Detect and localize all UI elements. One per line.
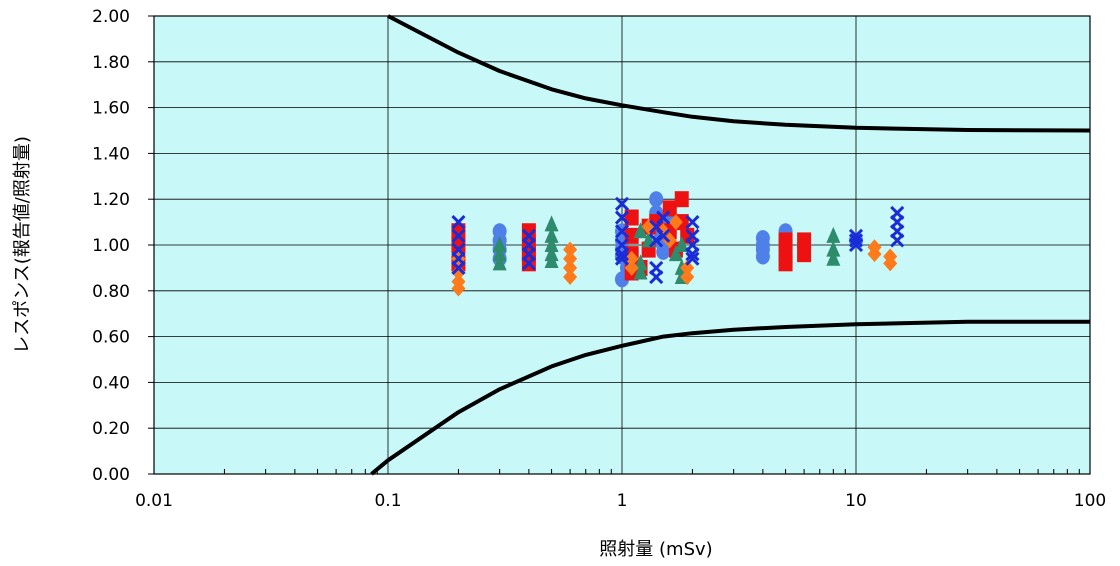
cross-marker: [614, 251, 630, 266]
x-axis-title: 照射量 (mSv): [599, 539, 712, 560]
cross-marker: [685, 251, 700, 266]
cross-marker: [614, 196, 630, 211]
plot-border: [153, 15, 1091, 475]
diamond-marker: [563, 259, 578, 276]
triangle-marker: [826, 226, 841, 243]
square-marker: [624, 209, 639, 226]
triangle-marker: [826, 249, 841, 266]
cross-marker: [656, 210, 671, 225]
cross-marker: [848, 237, 864, 253]
y-tick-label: 1.40: [92, 144, 130, 164]
x-tick-label: 1: [617, 491, 628, 511]
triangle-marker: [544, 236, 559, 252]
diamond-marker: [680, 269, 695, 286]
x-tick-label: 0.1: [374, 491, 401, 511]
triangle-marker: [544, 252, 559, 269]
cross-marker: [614, 247, 630, 262]
lower-limit-curve: [370, 319, 1090, 476]
y-tick-label: 0.20: [92, 419, 130, 439]
triangle-marker: [633, 222, 648, 239]
cross-marker: [614, 210, 630, 225]
cross-marker: [649, 233, 664, 248]
y-tick-label: 0.80: [92, 282, 130, 302]
diamond-marker: [451, 280, 466, 297]
plot-area: 0.00 0.20 0.40 0.60 0.80 1.00 1.20 1.40 1.60 1.80…: [92, 7, 1106, 511]
diamond-marker: [563, 250, 578, 267]
triangle-marker: [492, 236, 507, 252]
cross-marker: [451, 228, 466, 243]
triangle-marker: [633, 263, 648, 280]
cross-marker: [890, 233, 905, 248]
x-tick-label: 100: [1074, 491, 1106, 511]
square-marker: [797, 232, 812, 249]
triangle-marker: [826, 240, 841, 257]
square-marker: [778, 255, 793, 272]
y-tick-label: 1.80: [92, 53, 130, 73]
diamond-marker: [624, 250, 639, 267]
square-marker: [674, 191, 689, 208]
diamond-marker: [451, 264, 466, 281]
y-tick-label: 1.60: [92, 99, 130, 119]
cross-marker: [614, 224, 630, 239]
diamond-marker: [680, 259, 695, 276]
cross-marker: [649, 269, 664, 285]
y-tick-label: 0.00: [92, 465, 130, 485]
triangle-marker: [668, 245, 683, 262]
y-tick-label: 2.00: [92, 7, 130, 27]
cross-marker: [685, 215, 700, 230]
square-marker: [521, 223, 536, 240]
y-tick-label: 1.00: [92, 236, 130, 256]
triangle-marker: [492, 245, 507, 262]
cross-marker: [656, 228, 671, 243]
circle-marker: [649, 191, 664, 208]
y-tick-label: 1.20: [92, 190, 130, 210]
y-tick-label: 0.40: [92, 373, 130, 393]
cross-marker: [649, 219, 664, 234]
cross-marker: [521, 256, 536, 271]
upper-limit-curve: [387, 14, 1091, 133]
square-marker: [778, 232, 793, 249]
x-tick-label: 0.01: [135, 491, 173, 511]
triangle-marker: [674, 236, 689, 252]
diamond-marker: [563, 269, 578, 286]
cross-marker: [685, 247, 700, 262]
triangle-marker: [544, 226, 559, 243]
triangle-marker: [492, 254, 507, 271]
y-axis-title: レスポンス(報告値/照射量): [12, 136, 33, 354]
circle-marker: [656, 243, 671, 260]
x-tick-label: 10: [845, 491, 867, 511]
cross-marker: [848, 233, 864, 248]
square-marker: [680, 227, 695, 244]
cross-marker: [451, 215, 466, 230]
circle-marker: [755, 248, 770, 265]
diamond-marker: [563, 241, 578, 258]
y-tick-label: 0.60: [92, 328, 130, 348]
diamond-marker: [883, 255, 898, 272]
square-marker: [797, 246, 812, 263]
triangle-marker: [544, 215, 559, 232]
diamond-marker: [668, 214, 683, 231]
diamond-marker: [867, 246, 882, 263]
cross-marker: [451, 260, 466, 275]
